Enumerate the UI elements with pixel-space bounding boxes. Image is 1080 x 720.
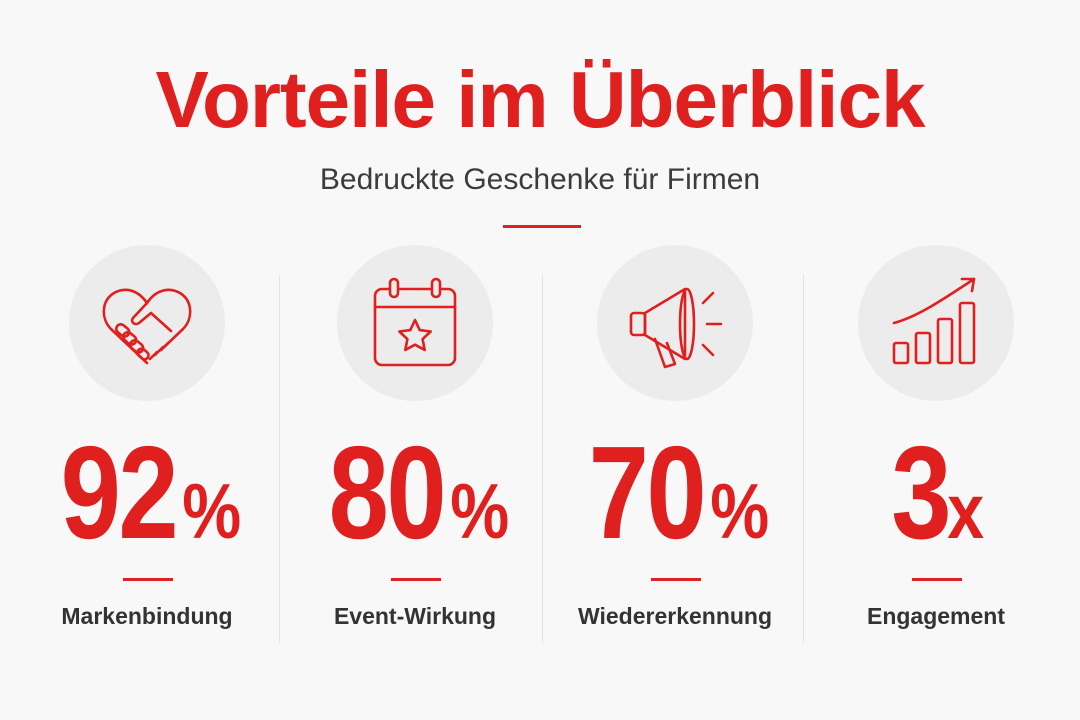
- stat-underline: [391, 578, 441, 581]
- stat-card-wiedererkennung: 70% Wiedererkennung: [540, 245, 810, 665]
- stat-underline: [912, 578, 962, 581]
- stat-underline: [651, 578, 701, 581]
- stat-value: 80%: [280, 419, 550, 594]
- column-divider: [279, 275, 280, 643]
- stat-label: Wiedererkennung: [577, 603, 773, 629]
- page-title: Vorteile im Überblick: [155, 55, 926, 144]
- stat-number: 92: [60, 419, 179, 566]
- stat-value: 92%: [12, 419, 282, 594]
- calendar-star-icon: [373, 277, 457, 367]
- stat-value: 70%: [540, 419, 810, 594]
- icon-circle: [337, 245, 493, 401]
- megaphone-icon: [629, 287, 723, 369]
- stat-label: Engagement: [866, 603, 1006, 629]
- stat-card-markenbindung: 92% Markenbindung: [12, 245, 282, 665]
- icon-circle: [69, 245, 225, 401]
- icon-circle: [858, 245, 1014, 401]
- stat-label: Markenbindung: [61, 603, 233, 629]
- page-subtitle: Bedruckte Geschenke für Firmen: [319, 163, 761, 196]
- growth-chart-icon: [892, 277, 976, 365]
- stat-underline: [123, 578, 173, 581]
- stat-value: 3x: [801, 419, 1071, 594]
- title-underline: [503, 225, 581, 228]
- stat-unit: x: [946, 467, 984, 555]
- stat-label: Event-Wirkung: [333, 603, 497, 629]
- stat-number: 80: [328, 419, 447, 566]
- stat-number: 3: [891, 419, 951, 566]
- stat-card-event-wirkung: 80% Event-Wirkung: [280, 245, 550, 665]
- column-divider: [542, 275, 543, 643]
- stat-unit: %: [709, 467, 769, 555]
- stat-card-engagement: 3x Engagement: [801, 245, 1071, 665]
- column-divider: [803, 275, 804, 643]
- stat-unit: %: [449, 467, 509, 555]
- stat-number: 70: [588, 419, 707, 566]
- stat-unit: %: [181, 467, 241, 555]
- handshake-heart-icon: [102, 288, 192, 365]
- icon-circle: [597, 245, 753, 401]
